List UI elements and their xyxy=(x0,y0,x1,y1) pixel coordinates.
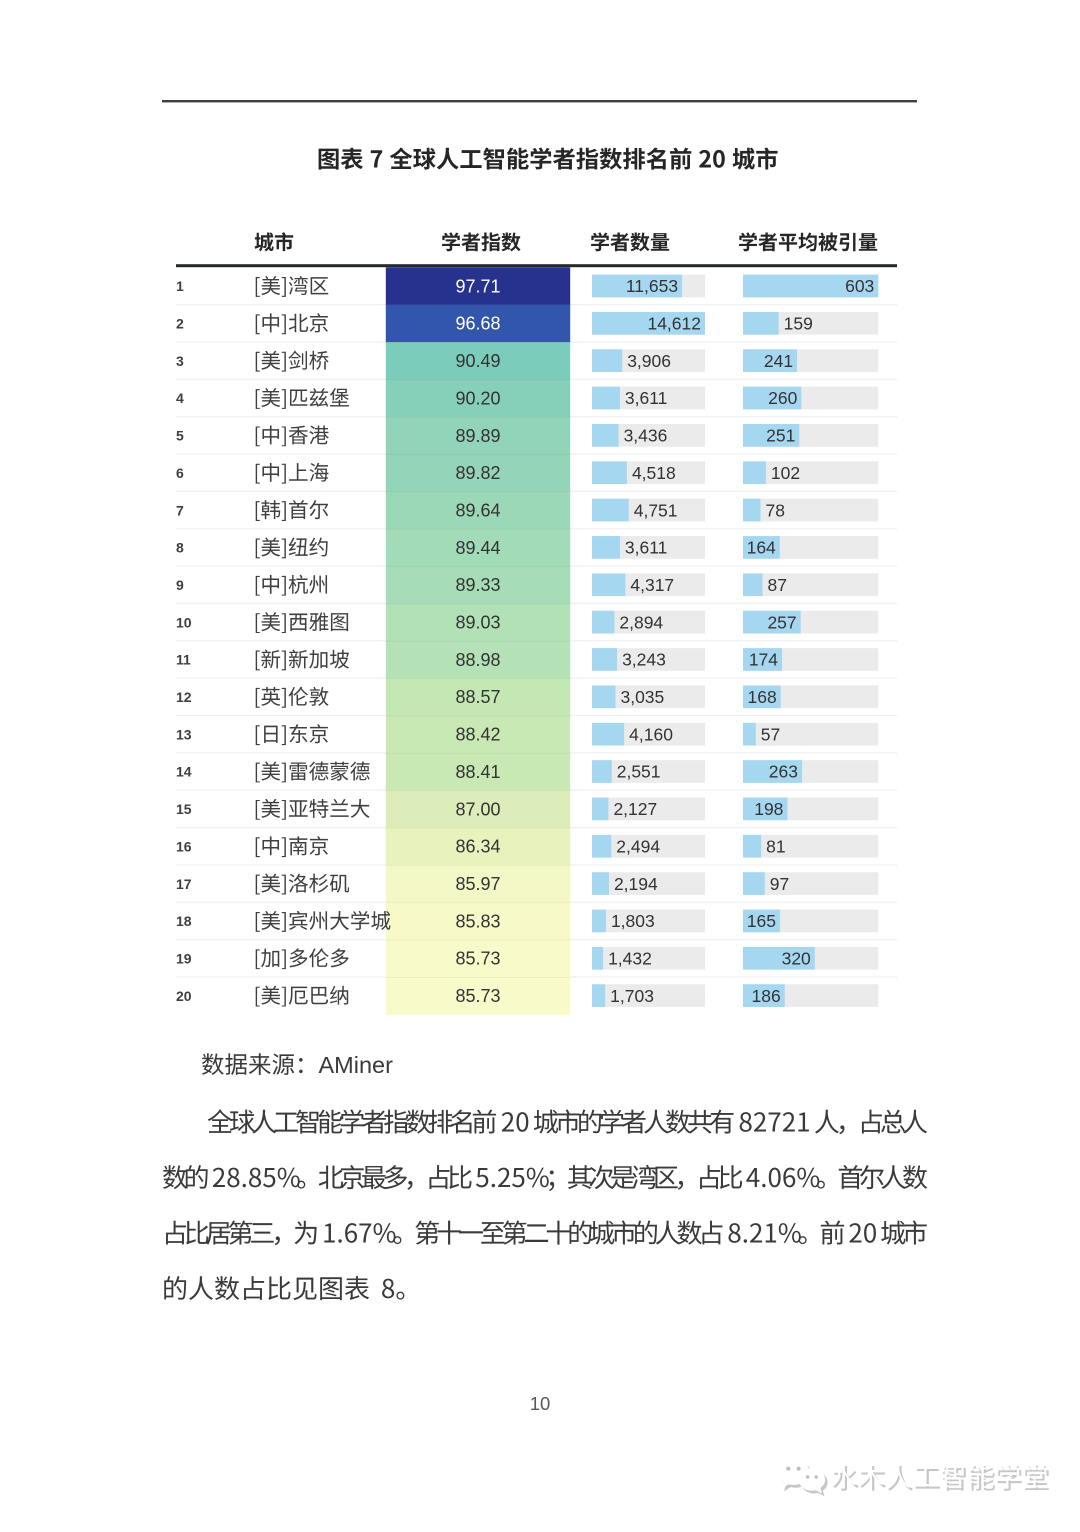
svg-text:87: 87 xyxy=(768,575,787,595)
svg-text:6: 6 xyxy=(176,465,184,481)
svg-text:10: 10 xyxy=(176,614,192,630)
svg-text:9: 9 xyxy=(176,577,184,593)
svg-text:88.98: 88.98 xyxy=(455,650,500,670)
svg-text:4,317: 4,317 xyxy=(630,575,674,595)
svg-text:18: 18 xyxy=(176,913,192,929)
svg-text:19: 19 xyxy=(176,950,192,966)
svg-text:1,703: 1,703 xyxy=(610,986,654,1006)
svg-text:85.97: 85.97 xyxy=(455,874,500,894)
svg-text:20: 20 xyxy=(176,988,192,1004)
svg-text:90.49: 90.49 xyxy=(455,351,500,371)
svg-text:89.33: 89.33 xyxy=(455,575,500,595)
svg-text:89.64: 89.64 xyxy=(455,500,500,520)
svg-text:2,494: 2,494 xyxy=(616,836,660,856)
svg-text:198: 198 xyxy=(754,799,783,819)
svg-text:3,611: 3,611 xyxy=(625,388,668,408)
svg-text:81: 81 xyxy=(766,836,785,856)
svg-text:96.68: 96.68 xyxy=(455,314,500,334)
svg-text:12: 12 xyxy=(176,689,192,705)
svg-text:AMiner: AMiner xyxy=(319,1052,394,1078)
svg-text:1,432: 1,432 xyxy=(608,948,652,968)
svg-text:88.41: 88.41 xyxy=(455,762,500,782)
svg-text:102: 102 xyxy=(771,463,800,483)
svg-text:241: 241 xyxy=(764,351,793,371)
svg-text:1,803: 1,803 xyxy=(611,911,655,931)
svg-text:14: 14 xyxy=(176,764,192,780)
svg-text:4,160: 4,160 xyxy=(629,724,673,744)
svg-text:85.73: 85.73 xyxy=(455,986,500,1006)
svg-text:17: 17 xyxy=(176,876,192,892)
svg-text:603: 603 xyxy=(845,276,874,296)
svg-text:4,751: 4,751 xyxy=(634,500,678,520)
svg-text:2: 2 xyxy=(176,316,184,332)
svg-text:57: 57 xyxy=(761,724,780,744)
svg-text:2,551: 2,551 xyxy=(617,762,661,782)
svg-text:251: 251 xyxy=(766,426,795,446)
svg-text:3,243: 3,243 xyxy=(622,650,666,670)
svg-text:5: 5 xyxy=(176,428,184,444)
svg-text:186: 186 xyxy=(752,986,781,1006)
svg-text:86.34: 86.34 xyxy=(455,837,500,857)
svg-text:2,894: 2,894 xyxy=(619,612,663,632)
svg-text:3,611: 3,611 xyxy=(625,538,668,558)
svg-text:89.82: 89.82 xyxy=(455,463,500,483)
svg-text:89.89: 89.89 xyxy=(455,426,500,446)
svg-text:85.73: 85.73 xyxy=(455,949,500,969)
svg-text:88.57: 88.57 xyxy=(455,687,500,707)
svg-text:3,436: 3,436 xyxy=(624,426,668,446)
svg-text:260: 260 xyxy=(768,388,797,408)
svg-text:1: 1 xyxy=(176,278,184,294)
svg-text:7: 7 xyxy=(176,502,184,518)
svg-text:2,194: 2,194 xyxy=(614,874,658,894)
svg-text:4,518: 4,518 xyxy=(632,463,676,483)
svg-text:16: 16 xyxy=(176,838,192,854)
svg-text:11: 11 xyxy=(176,652,191,668)
svg-text:87.00: 87.00 xyxy=(455,799,500,819)
svg-text:89.03: 89.03 xyxy=(455,613,500,633)
svg-text:159: 159 xyxy=(784,314,813,334)
svg-text:97: 97 xyxy=(770,874,789,894)
svg-text:15: 15 xyxy=(176,801,192,817)
svg-text:88.42: 88.42 xyxy=(455,725,500,745)
svg-text:263: 263 xyxy=(769,762,798,782)
svg-text:11,653: 11,653 xyxy=(626,276,678,296)
svg-text:10: 10 xyxy=(530,1393,551,1414)
svg-text:90.20: 90.20 xyxy=(455,388,500,408)
svg-text:78: 78 xyxy=(766,500,785,520)
svg-text:2,127: 2,127 xyxy=(613,799,657,819)
svg-text:165: 165 xyxy=(747,911,776,931)
svg-text:168: 168 xyxy=(747,687,776,707)
svg-text:85.83: 85.83 xyxy=(455,911,500,931)
svg-text:97.71: 97.71 xyxy=(455,276,500,296)
svg-text:3,906: 3,906 xyxy=(627,351,671,371)
svg-text:3: 3 xyxy=(176,353,184,369)
svg-text:8: 8 xyxy=(176,540,184,556)
svg-text:320: 320 xyxy=(782,948,811,968)
svg-text:174: 174 xyxy=(749,650,778,670)
svg-text:14,612: 14,612 xyxy=(647,314,701,334)
svg-text:89.44: 89.44 xyxy=(455,538,500,558)
svg-text:13: 13 xyxy=(176,726,192,742)
svg-text:3,035: 3,035 xyxy=(620,687,664,707)
svg-text:4: 4 xyxy=(176,390,184,406)
svg-text:164: 164 xyxy=(747,538,776,558)
svg-text:257: 257 xyxy=(767,612,796,632)
